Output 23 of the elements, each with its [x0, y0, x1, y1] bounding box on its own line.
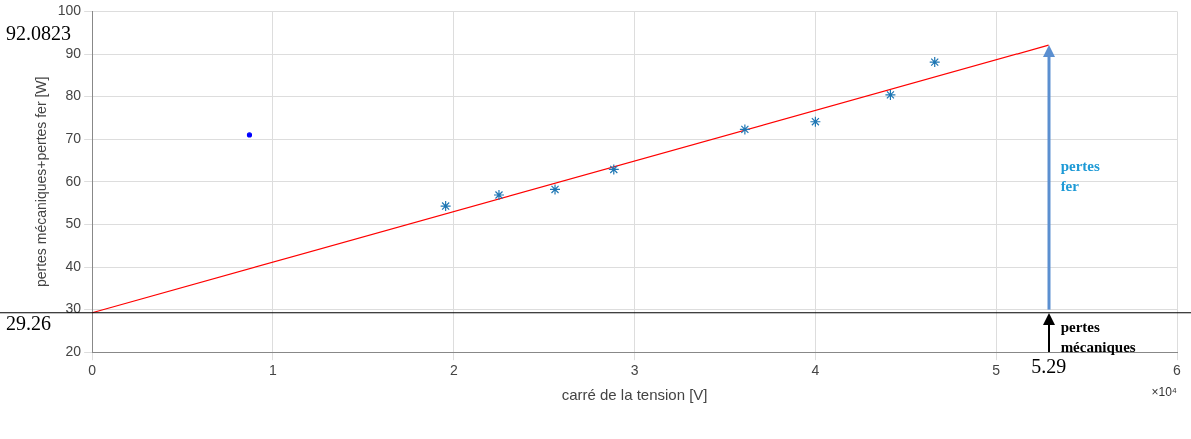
- annotation: pertes fer: [1060, 158, 1100, 195]
- y-tick-label: 70: [65, 130, 82, 147]
- x-tick-label: 6: [1173, 362, 1182, 379]
- y-tick-label: 50: [65, 215, 82, 232]
- x-axis-title: carré de la tension [V]: [561, 386, 708, 404]
- x-tick-label: 0: [88, 362, 97, 379]
- y-tick-label: 40: [65, 257, 82, 274]
- x-tick-label: 3: [630, 362, 639, 379]
- y-tick-label: 100: [57, 2, 82, 19]
- annotation: pertes mécaniques: [1060, 319, 1136, 356]
- y-tick-label: 90: [65, 44, 82, 61]
- y-tick-label: 60: [65, 172, 82, 189]
- text: 5.29: [1031, 355, 1067, 378]
- y-axis-title: pertes mécaniques+pertes fer [W]: [33, 76, 50, 288]
- y-tick-label: 80: [65, 87, 82, 104]
- x-tick-label: 4: [811, 362, 820, 379]
- y-tick-label: 20: [65, 343, 82, 360]
- x-tick-label: 1: [269, 362, 278, 379]
- x-tick-label: 2: [449, 362, 458, 379]
- text: ×10⁴: [1151, 384, 1177, 399]
- x-tick-label: 5: [992, 362, 1001, 379]
- ref-line-label: 29.26: [6, 312, 51, 334]
- text: 92.0823: [6, 22, 71, 45]
